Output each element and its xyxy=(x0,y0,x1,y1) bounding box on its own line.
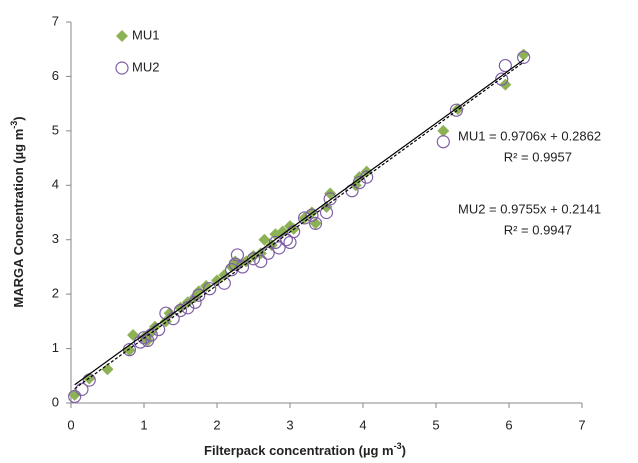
point xyxy=(173,303,188,318)
x-tick-label: 0 xyxy=(67,417,74,432)
point xyxy=(192,285,205,298)
y-tick-label: 2 xyxy=(52,286,59,301)
point xyxy=(516,50,531,64)
point xyxy=(323,192,337,206)
point xyxy=(308,216,323,230)
x-axis-title: Filterpack concentration (µg m-3) xyxy=(204,441,406,458)
point xyxy=(436,135,450,149)
point xyxy=(309,217,322,230)
r-squared: R² = 0.9957 xyxy=(504,149,572,164)
legend-label: MU1 xyxy=(132,27,159,42)
x-axis-title-sup: -3 xyxy=(394,441,402,451)
point xyxy=(254,254,268,269)
point xyxy=(283,235,297,250)
y-tick-label: 7 xyxy=(52,13,59,28)
x-axis-title-text: Filterpack concentration (µg m xyxy=(204,443,394,458)
x-tick-label: 3 xyxy=(286,417,293,432)
point xyxy=(261,246,275,260)
point xyxy=(203,282,217,296)
equation: MU2 = 0.9755x + 0.2141 xyxy=(458,201,601,216)
legend-marker xyxy=(115,61,129,75)
y-axis-title-sup: -3 xyxy=(9,121,19,129)
x-tick-label: 1 xyxy=(140,417,147,432)
x-axis-title-end: ) xyxy=(402,443,406,458)
y-tick-label: 0 xyxy=(52,394,59,409)
point xyxy=(258,233,271,246)
point xyxy=(298,211,312,225)
point xyxy=(192,288,206,302)
x-tick-label: 7 xyxy=(578,417,585,432)
trendline xyxy=(74,59,524,386)
y-axis-title: MARGA Concentration (µg m-3) xyxy=(9,116,26,307)
point xyxy=(287,224,301,239)
point xyxy=(246,252,261,266)
y-axis-title-text: MARGA Concentration (µg m xyxy=(11,129,26,308)
y-tick-label: 5 xyxy=(52,122,59,137)
x-tick-label: 4 xyxy=(359,417,366,432)
point xyxy=(279,233,293,247)
point xyxy=(230,248,245,262)
point xyxy=(75,382,89,396)
y-tick-label: 4 xyxy=(52,177,59,192)
y-tick-label: 3 xyxy=(52,231,59,246)
equation: MU1 = 0.9706x + 0.2862 xyxy=(458,128,601,143)
y-tick-label: 1 xyxy=(52,340,59,355)
point xyxy=(217,276,231,290)
x-tick-label: 2 xyxy=(213,417,220,432)
point xyxy=(437,124,450,137)
point xyxy=(137,331,151,345)
x-tick-label: 5 xyxy=(432,417,439,432)
point xyxy=(498,58,512,73)
legend-label: MU2 xyxy=(132,59,159,74)
point xyxy=(495,72,509,86)
point xyxy=(449,103,464,117)
point xyxy=(272,241,286,255)
legend-marker xyxy=(116,30,128,42)
y-axis-title-end: ) xyxy=(11,116,26,120)
point xyxy=(68,389,82,404)
y-tick-label: 6 xyxy=(52,68,59,83)
point xyxy=(319,205,334,220)
r-squared: R² = 0.9947 xyxy=(504,222,572,237)
point xyxy=(305,208,319,222)
x-tick-label: 6 xyxy=(505,417,512,432)
point xyxy=(166,312,180,326)
trendline xyxy=(74,61,524,390)
point xyxy=(517,48,530,61)
